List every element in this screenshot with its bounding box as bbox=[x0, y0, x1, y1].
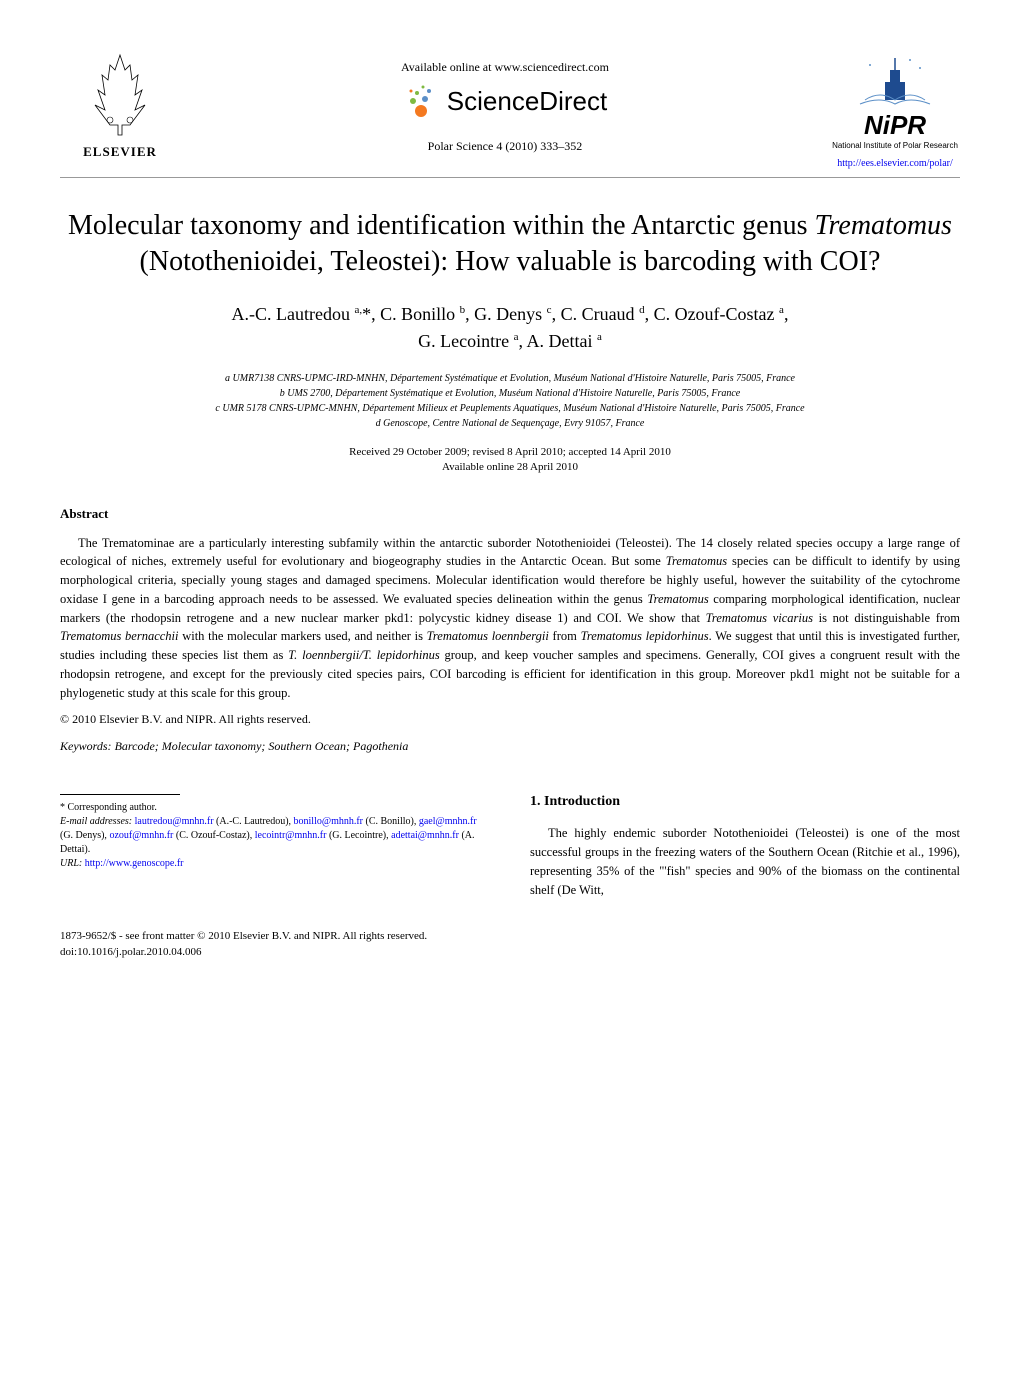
article-dates: Received 29 October 2009; revised 8 Apri… bbox=[60, 445, 960, 476]
nipr-subtitle: National Institute of Polar Research bbox=[832, 141, 958, 150]
sciencedirect-text: ScienceDirect bbox=[447, 86, 607, 117]
elsevier-logo: ELSEVIER bbox=[60, 50, 180, 160]
journal-reference: Polar Science 4 (2010) 333–352 bbox=[180, 139, 830, 154]
url-label: URL: bbox=[60, 858, 85, 869]
nipr-text: NiPR bbox=[864, 110, 926, 141]
sciencedirect-logo: ScienceDirect bbox=[180, 83, 830, 119]
footnotes: * Corresponding author. E-mail addresses… bbox=[60, 801, 490, 871]
introduction-text: The highly endemic suborder Notothenioid… bbox=[530, 824, 960, 899]
introduction-heading: 1. Introduction bbox=[530, 794, 960, 810]
affiliations: a UMR7138 CNRS-UPMC-IRD-MNHN, Départemen… bbox=[60, 371, 960, 431]
email-link[interactable]: bonillo@mhnh.fr bbox=[294, 816, 363, 827]
keywords-text: Barcode; Molecular taxonomy; Southern Oc… bbox=[112, 739, 409, 753]
right-column: 1. Introduction The highly endemic subor… bbox=[530, 794, 960, 899]
two-column-section: * Corresponding author. E-mail addresses… bbox=[60, 794, 960, 899]
left-column: * Corresponding author. E-mail addresses… bbox=[60, 794, 490, 899]
email-link[interactable]: ozouf@mnhn.fr bbox=[109, 830, 173, 841]
available-online-text: Available online at www.sciencedirect.co… bbox=[180, 60, 830, 75]
article-title: Molecular taxonomy and identification wi… bbox=[60, 208, 960, 281]
keywords-label: Keywords: bbox=[60, 739, 112, 753]
center-header: Available online at www.sciencedirect.co… bbox=[180, 50, 830, 154]
corresponding-author: * Corresponding author. bbox=[60, 801, 490, 815]
email-link[interactable]: lautredou@mnhn.fr bbox=[135, 816, 214, 827]
elsevier-tree-icon bbox=[80, 50, 160, 140]
header-bar: ELSEVIER Available online at www.science… bbox=[60, 50, 960, 178]
affiliation-a: a UMR7138 CNRS-UPMC-IRD-MNHN, Départemen… bbox=[60, 371, 960, 386]
affiliation-b: b UMS 2700, Département Systématique et … bbox=[60, 386, 960, 401]
journal-url-link[interactable]: http://ees.elsevier.com/polar/ bbox=[837, 158, 953, 169]
footnote-divider bbox=[60, 794, 180, 795]
url-line: URL: http://www.genoscope.fr bbox=[60, 857, 490, 871]
received-date: Received 29 October 2009; revised 8 Apri… bbox=[60, 445, 960, 460]
page-footer: 1873-9652/$ - see front matter © 2010 El… bbox=[60, 929, 960, 960]
keywords: Keywords: Barcode; Molecular taxonomy; S… bbox=[60, 739, 960, 754]
publisher-name: ELSEVIER bbox=[83, 144, 157, 160]
affiliation-d: d Genoscope, Centre National de Sequença… bbox=[60, 416, 960, 431]
doi-line: doi:10.1016/j.polar.2010.04.006 bbox=[60, 945, 960, 960]
abstract-text: The Trematominae are a particularly inte… bbox=[60, 534, 960, 703]
email-link[interactable]: lecointr@mnhn.fr bbox=[255, 830, 327, 841]
nipr-logo-block: NiPR National Institute of Polar Researc… bbox=[830, 50, 960, 169]
available-date: Available online 28 April 2010 bbox=[60, 460, 960, 475]
nipr-icon bbox=[850, 50, 940, 110]
email-link[interactable]: adettai@mnhn.fr bbox=[391, 830, 459, 841]
authors-list: A.-C. Lautredou a,*, C. Bonillo b, G. De… bbox=[60, 301, 960, 355]
affiliation-c: c UMR 5178 CNRS-UPMC-MNHN, Département M… bbox=[60, 401, 960, 416]
abstract-heading: Abstract bbox=[60, 506, 960, 522]
email-addresses: E-mail addresses: lautredou@mnhn.fr (A.-… bbox=[60, 815, 490, 857]
abstract-copyright: © 2010 Elsevier B.V. and NIPR. All right… bbox=[60, 712, 960, 727]
email-link[interactable]: gael@mnhn.fr bbox=[419, 816, 477, 827]
issn-line: 1873-9652/$ - see front matter © 2010 El… bbox=[60, 929, 960, 944]
emails-label: E-mail addresses: bbox=[60, 816, 135, 827]
genoscope-url[interactable]: http://www.genoscope.fr bbox=[85, 858, 184, 869]
sciencedirect-icon bbox=[403, 83, 439, 119]
